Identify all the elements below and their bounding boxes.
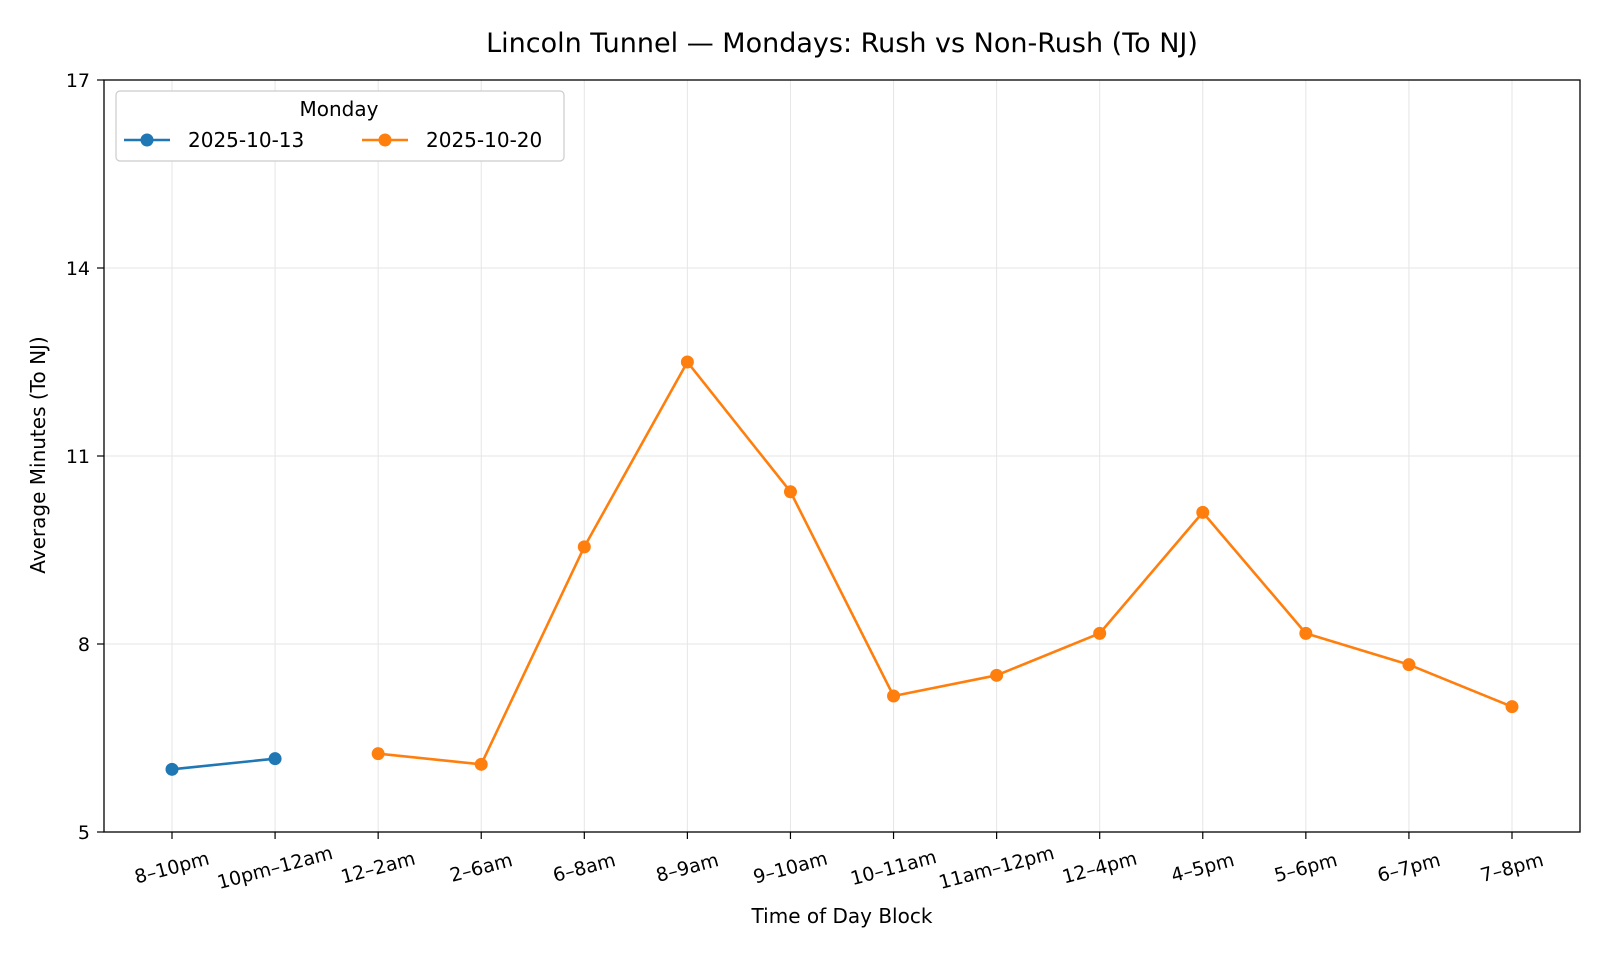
legend-item: 2025-10-20	[362, 128, 542, 152]
data-point	[783, 485, 797, 499]
y-axis-label: Average Minutes (To NJ)	[26, 336, 50, 573]
data-point	[474, 757, 488, 771]
x-tick-label: 2–6am	[448, 849, 515, 887]
x-tick-label: 11am–12pm	[936, 842, 1056, 894]
x-axis-ticks: 8–10pm 10pm–12am 12–2am 2–6am 6–8am 8–9am 9–10…	[132, 832, 1546, 894]
legend: Monday 2025-10-13 2025-10-20	[115, 90, 565, 162]
legend-box	[115, 90, 565, 162]
legend-title: Monday	[300, 97, 379, 121]
x-tick-label: 10pm–12am	[215, 842, 335, 894]
legend-swatch-marker	[140, 133, 154, 147]
legend-swatch-marker	[378, 133, 392, 147]
data-point	[1093, 626, 1107, 640]
y-tick-label: 17	[66, 70, 90, 92]
x-tick-label: 6–8am	[551, 849, 618, 887]
series-line	[171, 757, 276, 771]
data-point	[680, 355, 694, 369]
x-tick-label: 12–4pm	[1060, 847, 1139, 888]
y-tick-label: 8	[78, 634, 90, 656]
y-tick-label: 11	[66, 446, 90, 468]
legend-item: 2025-10-13	[124, 128, 304, 152]
data-point	[577, 540, 591, 554]
legend-label: 2025-10-13	[188, 128, 304, 152]
x-tick-label: 5–6pm	[1272, 849, 1340, 887]
data-point	[1402, 658, 1416, 672]
data-point	[371, 747, 385, 761]
data-point	[268, 752, 282, 766]
series-2025-10-13	[165, 752, 282, 776]
chart-title: Lincoln Tunnel — Mondays: Rush vs Non-Ru…	[486, 28, 1198, 59]
data-point	[1299, 626, 1313, 640]
x-axis-label: Time of Day Block	[751, 904, 933, 928]
legend-items: 2025-10-13 2025-10-20	[124, 128, 542, 152]
data-point	[1505, 700, 1519, 714]
series-line	[378, 360, 1513, 766]
x-tick-label: 8–9am	[654, 849, 721, 887]
x-tick-label: 6–7pm	[1375, 849, 1443, 887]
series-layer	[165, 355, 1519, 776]
x-tick-label: 4–5pm	[1169, 849, 1237, 887]
x-tick-label: 9–10am	[751, 848, 830, 889]
y-tick-label: 14	[66, 258, 90, 280]
y-axis-ticks: 5 8 11 14 17	[66, 70, 104, 844]
y-tick-label: 5	[78, 822, 90, 844]
x-tick-label: 7–8pm	[1478, 849, 1546, 887]
x-tick-label: 12–2am	[339, 848, 418, 889]
grid	[104, 80, 1580, 832]
data-point	[887, 689, 901, 703]
data-point	[165, 762, 179, 776]
series-2025-10-20	[371, 355, 1519, 771]
legend-label: 2025-10-20	[426, 128, 542, 152]
data-point	[990, 668, 1004, 682]
data-point	[1196, 505, 1210, 519]
x-tick-label: 8–10pm	[132, 847, 211, 888]
x-tick-label: 10–11am	[848, 846, 939, 890]
